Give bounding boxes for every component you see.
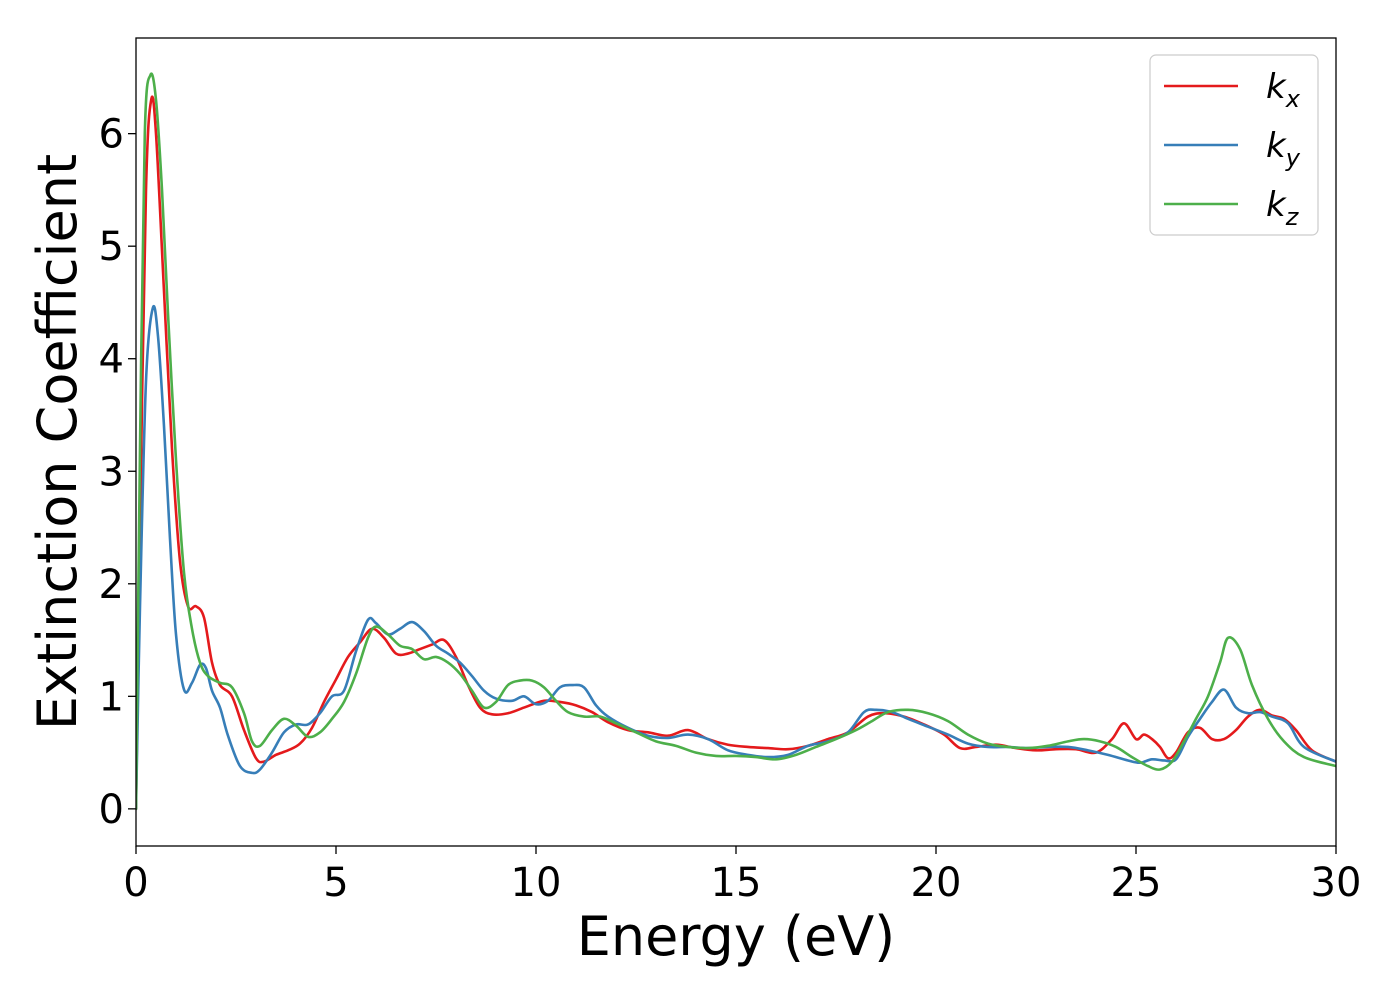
legend: kx ky kz [1149, 54, 1319, 236]
y-tick-label: 5 [99, 224, 124, 270]
series-line-x [136, 95, 1336, 811]
x-tick-label: 0 [123, 860, 148, 906]
y-tick-label: 4 [99, 337, 124, 383]
y-tick-label: 3 [99, 449, 124, 495]
x-tick-label: 10 [511, 860, 562, 906]
series-line-z [136, 72, 1336, 811]
x-axis: 0 5 10 15 20 25 30 [123, 846, 1361, 906]
y-axis-title: Extinction Coefficient [26, 154, 89, 730]
legend-label-z: kz [1266, 185, 1300, 231]
y-tick-label: 2 [99, 562, 124, 608]
y-tick-label: 1 [99, 674, 124, 720]
y-axis: 0 1 2 3 4 5 6 [99, 112, 136, 833]
x-tick-label: 25 [1111, 860, 1162, 906]
legend-label-x: kx [1266, 67, 1301, 113]
x-tick-label: 15 [711, 860, 762, 906]
series-lines [136, 72, 1336, 811]
series-line-y [136, 305, 1336, 811]
legend-label-y: ky [1266, 126, 1301, 172]
x-axis-title: Energy (eV) [577, 905, 896, 968]
y-tick-label: 0 [99, 787, 124, 833]
x-tick-label: 5 [323, 860, 348, 906]
x-tick-label: 30 [1311, 860, 1362, 906]
x-tick-label: 20 [911, 860, 962, 906]
y-tick-label: 6 [99, 112, 124, 158]
